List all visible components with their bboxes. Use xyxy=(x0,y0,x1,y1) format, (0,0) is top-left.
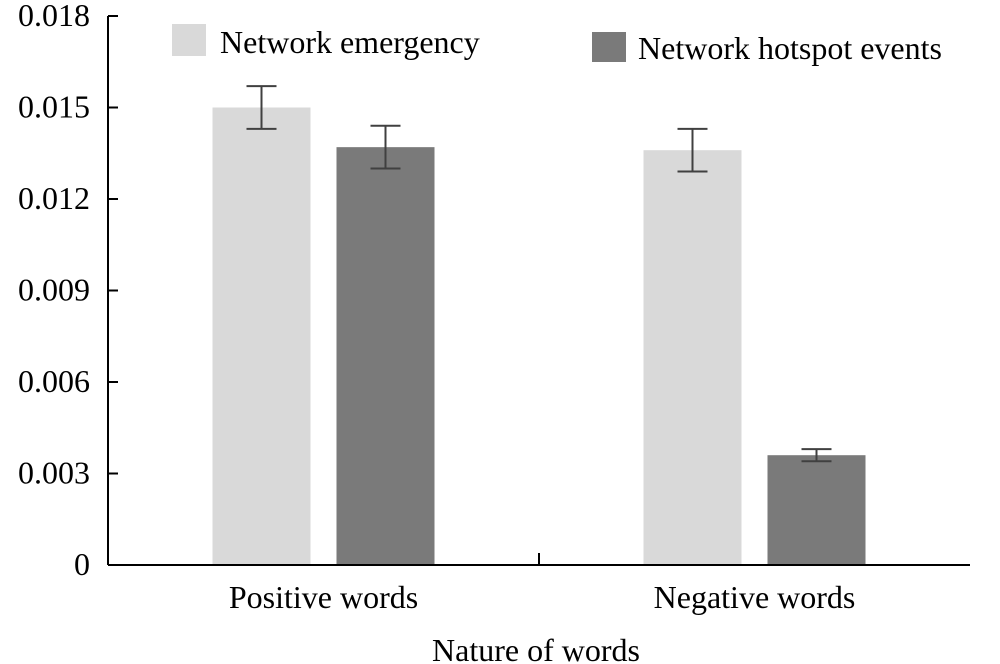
y-tick-label: 0.012 xyxy=(18,180,90,216)
y-tick-label: 0.003 xyxy=(18,455,90,491)
bar xyxy=(212,107,311,565)
y-tick-label: 0.018 xyxy=(18,0,90,33)
bar xyxy=(336,147,435,565)
x-axis-title: Nature of words xyxy=(432,632,640,664)
bar xyxy=(767,455,866,565)
x-tick-label: Negative words xyxy=(654,579,856,615)
axes: 0 0.003 0.006 0.009 0.012 0.015 0.018 Positive … xyxy=(18,0,970,615)
bars xyxy=(212,107,866,565)
legend-swatch-network-hotspot-events xyxy=(592,32,626,62)
x-tick-label: Positive words xyxy=(229,579,418,615)
legend: Network emergency Network hotspot events xyxy=(172,24,942,66)
bar xyxy=(643,150,742,565)
legend-label-network-emergency: Network emergency xyxy=(220,24,480,60)
legend-label-network-hotspot-events: Network hotspot events xyxy=(638,30,942,66)
y-tick-label: 0.006 xyxy=(18,363,90,399)
legend-swatch-network-emergency xyxy=(172,24,206,56)
y-tick-label: 0 xyxy=(74,546,90,582)
error-bars xyxy=(246,85,832,463)
y-tick-label: 0.009 xyxy=(18,272,90,308)
y-tick-label: 0.015 xyxy=(18,89,90,125)
